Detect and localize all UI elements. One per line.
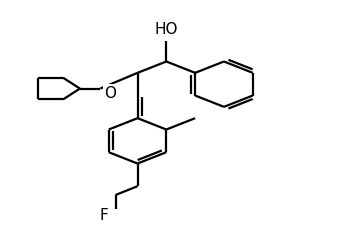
Text: HO: HO — [155, 22, 178, 37]
Text: F: F — [99, 208, 108, 223]
Text: O: O — [104, 86, 116, 101]
